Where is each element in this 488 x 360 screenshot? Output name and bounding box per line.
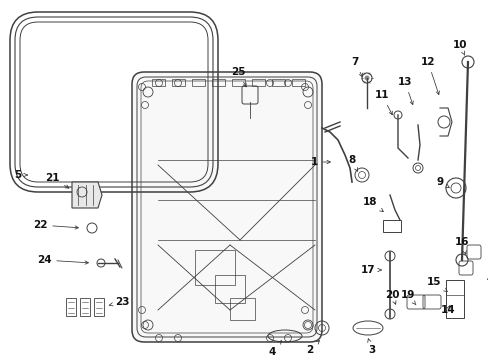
Bar [152,79,164,86]
Text: 24: 24 [37,255,88,265]
Bar [172,79,184,86]
Text: 8: 8 [347,155,357,171]
Text: 9: 9 [436,177,448,188]
FancyBboxPatch shape [132,72,321,342]
Text: 20: 20 [384,290,398,304]
Text: 3: 3 [367,339,375,355]
Text: 4: 4 [268,341,281,357]
Circle shape [364,76,369,81]
Text: 25: 25 [230,67,246,87]
Text: 10: 10 [452,40,467,55]
Text: 15: 15 [426,277,447,292]
Bar [382,220,400,232]
Polygon shape [72,182,102,208]
Text: 21: 21 [45,173,69,188]
Text: 6: 6 [487,265,488,279]
Bar [229,298,254,320]
Bar [291,79,305,86]
Bar [80,298,90,316]
Bar [251,79,264,86]
Text: 7: 7 [350,57,362,77]
Bar [94,298,104,316]
Text: 19: 19 [400,290,415,305]
Text: 5: 5 [14,170,27,180]
Text: 12: 12 [420,57,439,95]
Text: 23: 23 [109,297,129,307]
Bar [271,79,285,86]
Bar [66,298,76,316]
Text: 22: 22 [33,220,78,230]
Text: 11: 11 [374,90,391,115]
Bar [212,79,224,86]
Bar [195,250,235,285]
Text: 16: 16 [454,237,468,254]
Text: 18: 18 [362,197,383,212]
Bar [445,280,463,318]
Text: 2: 2 [306,341,319,355]
Bar [192,79,204,86]
Text: 14: 14 [440,305,454,315]
Text: 1: 1 [310,157,330,167]
Text: 13: 13 [397,77,412,104]
Bar [231,79,244,86]
Text: 17: 17 [360,265,381,275]
Bar [215,275,244,303]
